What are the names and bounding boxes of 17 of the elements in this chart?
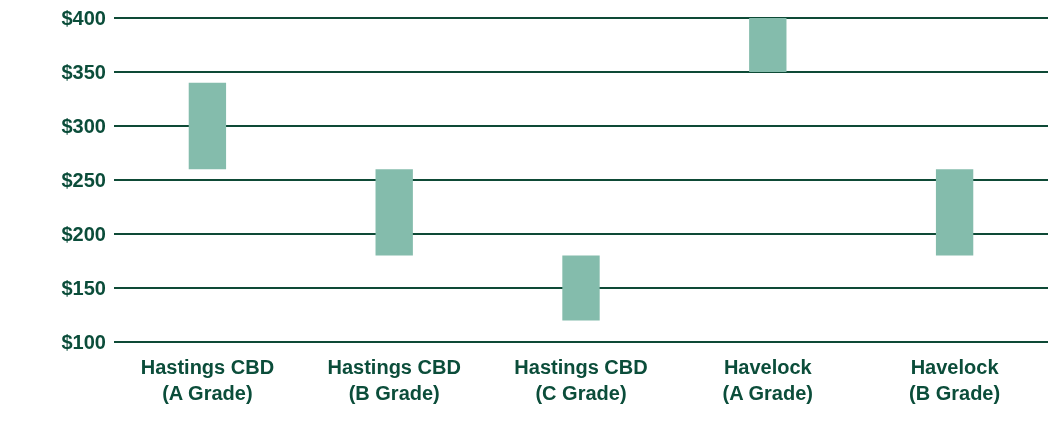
x-tick-label: Hastings CBD (A Grade) xyxy=(140,356,275,404)
x-tick-label: Hastings CBD (C Grade) xyxy=(514,356,648,404)
y-tick-label: $400 xyxy=(61,7,106,30)
bar xyxy=(935,169,974,256)
y-tick-label: $200 xyxy=(61,223,106,246)
x-tick-label: Hastings CBD (B Grade) xyxy=(327,356,461,404)
y-tick-label: $350 xyxy=(61,61,106,84)
x-tick-label: Havelock (B Grade) xyxy=(909,356,1001,404)
y-tick-label: $300 xyxy=(61,115,106,138)
bar xyxy=(188,82,227,170)
bar xyxy=(749,18,787,72)
y-tick-label: $150 xyxy=(61,277,106,300)
bar xyxy=(375,169,413,256)
x-tick-label: Havelock (A Grade) xyxy=(722,356,813,404)
y-tick-label: $250 xyxy=(61,169,106,192)
y-tick-label: $100 xyxy=(61,331,106,354)
bar xyxy=(562,255,600,321)
